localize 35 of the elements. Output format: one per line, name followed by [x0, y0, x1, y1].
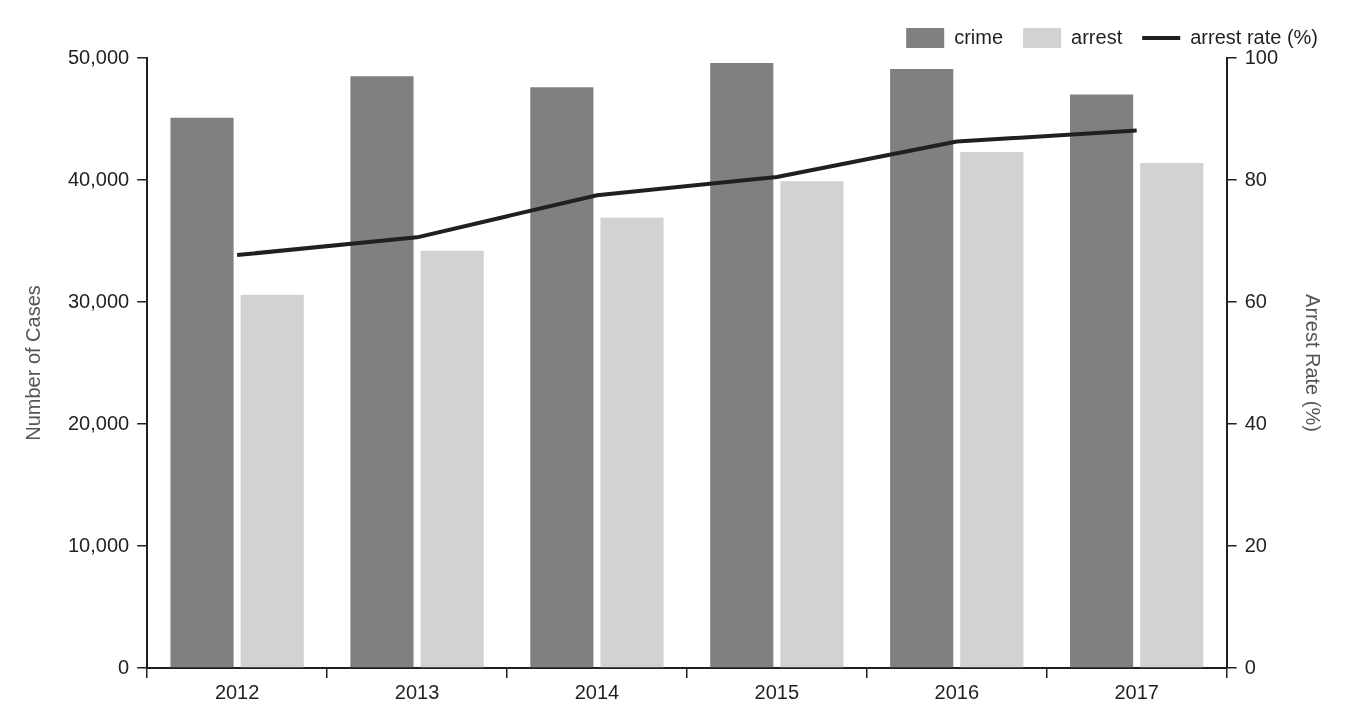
- bar: [170, 117, 234, 668]
- y2-tick-label: 80: [1244, 167, 1267, 190]
- y2-tick-label: 100: [1244, 45, 1279, 68]
- bar: [1140, 162, 1204, 668]
- bar: [530, 87, 594, 668]
- bar: [890, 68, 954, 668]
- x-tick-label: 2017: [1114, 680, 1159, 703]
- y2-tick-label: 60: [1244, 289, 1267, 312]
- y-tick-label: 20,000: [68, 411, 130, 434]
- bar: [240, 294, 304, 668]
- y-tick-label: 30,000: [68, 289, 130, 312]
- x-tick-label: 2013: [394, 680, 440, 703]
- x-tick-label: 2015: [754, 680, 800, 703]
- bar: [960, 151, 1024, 668]
- bar: [780, 181, 844, 668]
- y-tick-label: 0: [118, 655, 130, 678]
- bar: [1070, 94, 1134, 668]
- x-tick-label: 2014: [574, 680, 620, 703]
- y2-axis-title: Arrest Rate (%): [1302, 294, 1325, 432]
- y-tick-label: 50,000: [68, 45, 130, 68]
- y-tick-label: 10,000: [68, 533, 130, 556]
- y2-tick-label: 0: [1244, 655, 1256, 678]
- bar: [420, 250, 484, 668]
- bar: [710, 62, 774, 668]
- legend-label: arrest rate (%): [1190, 25, 1319, 48]
- bar: [600, 217, 664, 668]
- y-tick-label: 40,000: [68, 167, 130, 190]
- x-tick-label: 2016: [934, 680, 980, 703]
- legend-label: arrest: [1071, 25, 1123, 48]
- y2-tick-label: 20: [1244, 533, 1267, 556]
- legend-label: crime: [954, 25, 1004, 48]
- bar: [350, 76, 414, 668]
- y2-tick-label: 40: [1244, 411, 1267, 434]
- y-axis-title: Number of Cases: [21, 285, 44, 441]
- x-tick-label: 2012: [214, 680, 260, 703]
